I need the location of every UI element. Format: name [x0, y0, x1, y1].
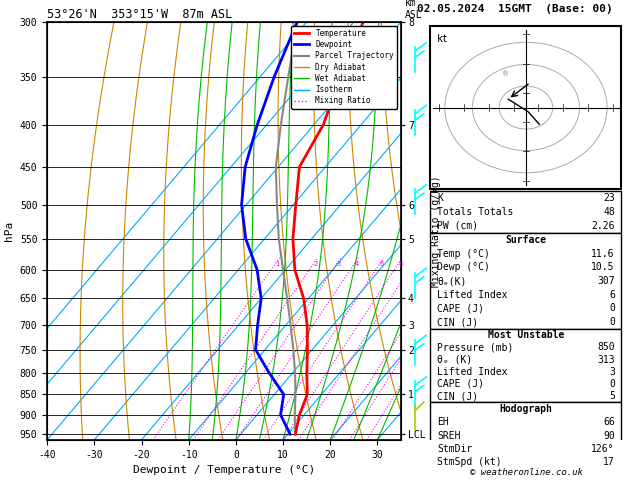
Text: CIN (J): CIN (J) [437, 391, 478, 401]
Text: StmDir: StmDir [437, 444, 472, 454]
Text: 66: 66 [603, 417, 615, 427]
Text: PW (cm): PW (cm) [437, 221, 478, 231]
Text: CAPE (J): CAPE (J) [437, 379, 484, 389]
Text: 48: 48 [603, 207, 615, 217]
Text: StmSpd (kt): StmSpd (kt) [437, 457, 502, 468]
Text: Hodograph: Hodograph [499, 404, 552, 414]
Text: 2.26: 2.26 [591, 221, 615, 231]
Text: CAPE (J): CAPE (J) [437, 303, 484, 313]
Legend: Temperature, Dewpoint, Parcel Trajectory, Dry Adiabat, Wet Adiabat, Isotherm, Mi: Temperature, Dewpoint, Parcel Trajectory… [291, 26, 397, 108]
Text: 0: 0 [609, 303, 615, 313]
Text: 850: 850 [597, 342, 615, 352]
Text: 02.05.2024  15GMT  (Base: 00): 02.05.2024 15GMT (Base: 00) [417, 3, 613, 14]
Text: 3: 3 [609, 367, 615, 377]
Bar [430, 191, 621, 233]
Text: 17: 17 [603, 457, 615, 468]
Text: 53°26'N  353°15'W  87m ASL: 53°26'N 353°15'W 87m ASL [47, 8, 233, 21]
Bar [430, 233, 621, 329]
Text: © weatheronline.co.uk: © weatheronline.co.uk [469, 469, 582, 477]
Text: θₑ(K): θₑ(K) [437, 276, 467, 286]
Text: Pressure (mb): Pressure (mb) [437, 342, 513, 352]
Text: Temp (°C): Temp (°C) [437, 248, 490, 259]
Text: Lifted Index: Lifted Index [437, 290, 508, 300]
Text: 0: 0 [609, 317, 615, 327]
Text: K: K [437, 193, 443, 203]
Text: kt: kt [437, 35, 449, 44]
Text: θₑ (K): θₑ (K) [437, 355, 472, 364]
Text: Most Unstable: Most Unstable [487, 330, 564, 340]
Text: Surface: Surface [505, 235, 547, 245]
Y-axis label: hPa: hPa [4, 221, 14, 241]
Text: 8: 8 [398, 261, 403, 267]
Text: 5: 5 [609, 391, 615, 401]
Text: Totals Totals: Totals Totals [437, 207, 513, 217]
Text: 2: 2 [313, 261, 318, 267]
Text: 307: 307 [597, 276, 615, 286]
Text: 11.6: 11.6 [591, 248, 615, 259]
Text: 313: 313 [597, 355, 615, 364]
Text: SREH: SREH [437, 431, 460, 441]
Text: km
ASL: km ASL [404, 0, 422, 20]
Bar [430, 26, 621, 189]
Text: 10.5: 10.5 [591, 262, 615, 272]
Text: CIN (J): CIN (J) [437, 317, 478, 327]
Y-axis label: Mixing Ratio (g/kg): Mixing Ratio (g/kg) [431, 175, 441, 287]
Text: 0: 0 [609, 379, 615, 389]
Text: 4: 4 [354, 261, 359, 267]
Bar [430, 329, 621, 402]
Text: Dewp (°C): Dewp (°C) [437, 262, 490, 272]
X-axis label: Dewpoint / Temperature (°C): Dewpoint / Temperature (°C) [133, 465, 315, 475]
Text: 90: 90 [603, 431, 615, 441]
Text: 23: 23 [603, 193, 615, 203]
Text: 126°: 126° [591, 444, 615, 454]
Text: Lifted Index: Lifted Index [437, 367, 508, 377]
Text: 6: 6 [379, 261, 384, 267]
Text: 6: 6 [609, 290, 615, 300]
Text: EH: EH [437, 417, 449, 427]
Bar [430, 402, 621, 469]
Text: ®: ® [503, 71, 509, 77]
Text: 3: 3 [337, 261, 341, 267]
Text: 1: 1 [276, 261, 279, 267]
